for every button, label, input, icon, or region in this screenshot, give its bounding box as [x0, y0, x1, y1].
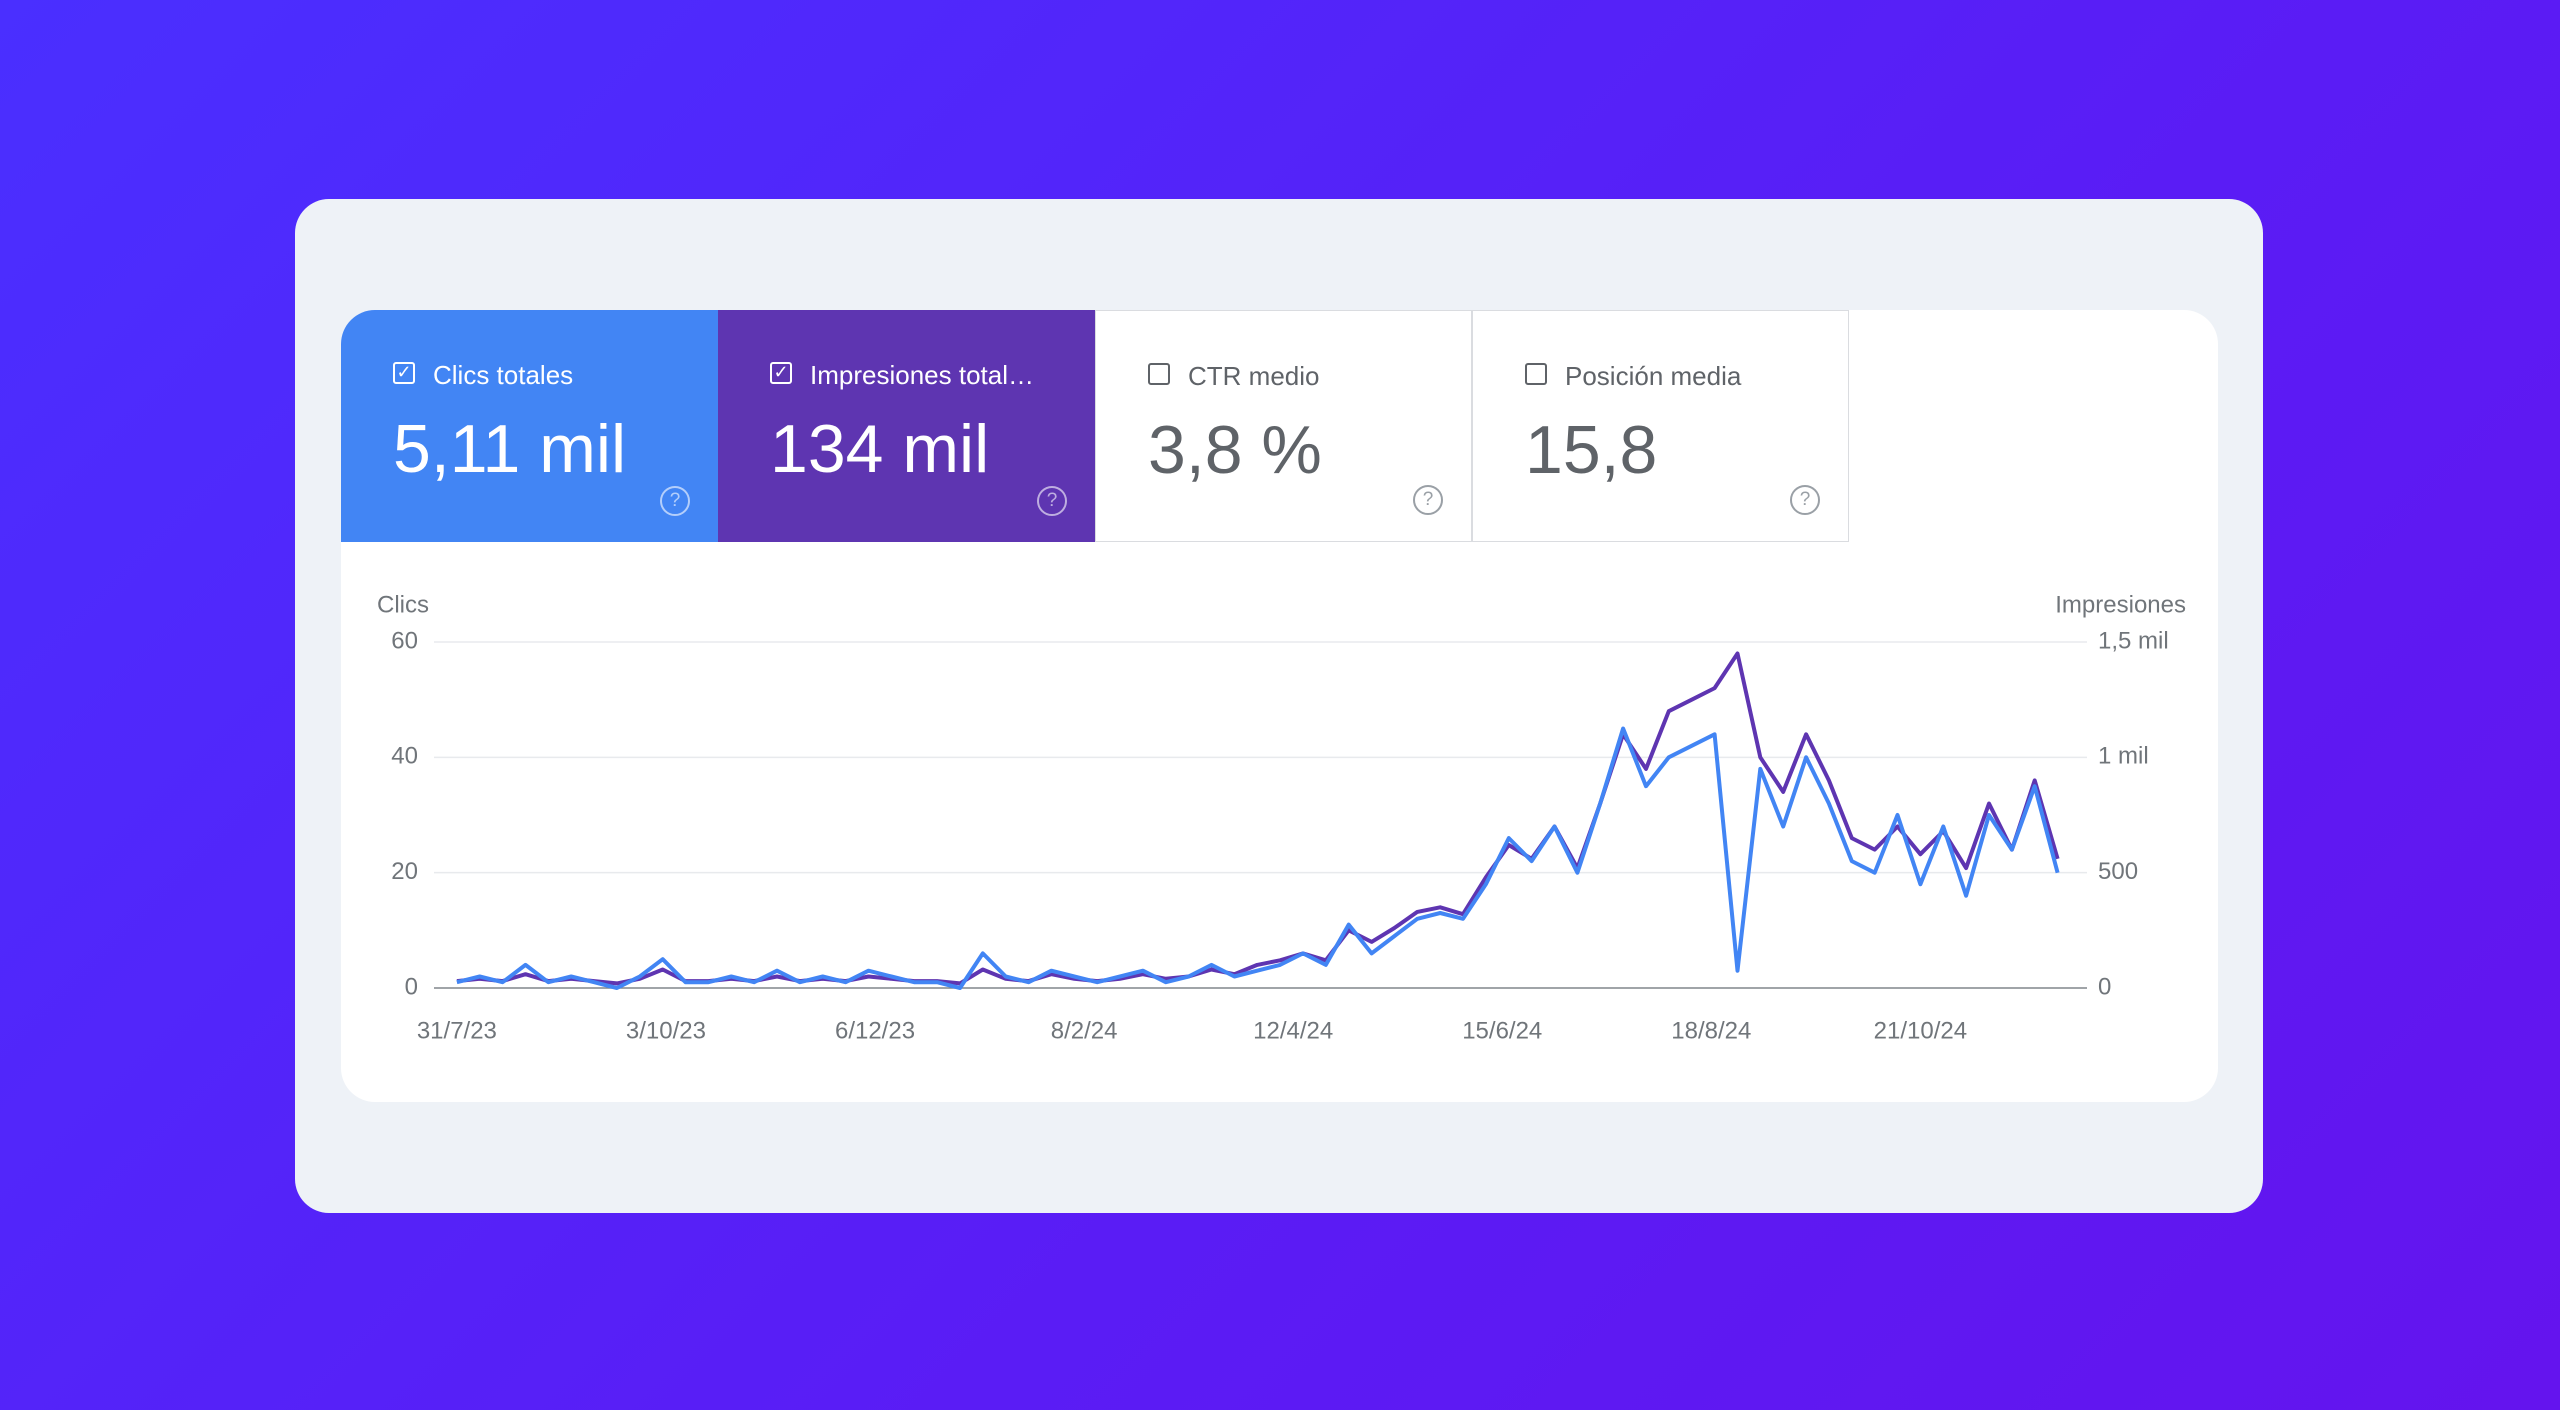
metric-value: 3,8 % — [1148, 412, 1322, 488]
y-tick-label: 60 — [391, 627, 418, 654]
metric-label: Impresiones total… — [810, 360, 1034, 390]
checkbox — [1148, 363, 1170, 385]
x-tick-label: 8/2/24 — [1051, 1017, 1118, 1044]
help-icon: ? — [660, 486, 690, 516]
series-line — [456, 726, 2060, 990]
y-tick-label: 40 — [391, 743, 418, 770]
x-tick-label: 31/7/23 — [417, 1017, 497, 1044]
metric-value: 15,8 — [1525, 412, 1658, 488]
y-tick-label: 20 — [391, 858, 418, 885]
x-tick-label: 6/12/23 — [835, 1017, 915, 1044]
panel: ✓ Clics totales 5,11 mil? ✓ Impresiones tota… — [341, 310, 2218, 1102]
metric-tile[interactable]: ✓ Impresiones total… 134 mil? — [718, 310, 1095, 542]
metric-tile[interactable]: CTR medio 3,8 %? — [1095, 310, 1472, 542]
x-tick-label: 18/8/24 — [1671, 1017, 1751, 1044]
y2-tick-label: 1,5 mil — [2098, 627, 2169, 654]
x-tick-label: 3/10/23 — [626, 1017, 706, 1044]
y2-tick-label: 0 — [2098, 973, 2111, 1000]
x-tick-label: 15/6/24 — [1462, 1017, 1542, 1044]
y-tick-label: 0 — [405, 973, 418, 1000]
y2-tick-label: 1 mil — [2098, 743, 2149, 770]
metric-label-row: Posición media — [1525, 361, 1741, 392]
metric-label-row: CTR medio — [1148, 361, 1319, 392]
help-icon: ? — [1037, 486, 1067, 516]
x-tick-label: 12/4/24 — [1253, 1017, 1333, 1044]
y-axis-title: Clics — [377, 591, 429, 618]
metric-label-row: ✓ Impresiones total… — [770, 360, 1034, 391]
checkbox: ✓ — [770, 362, 792, 384]
metric-tile[interactable]: Posición media 15,8? — [1472, 310, 1849, 542]
metric-label: CTR medio — [1188, 361, 1320, 391]
metric-label: Clics totales — [433, 360, 574, 390]
metric-label-row: ✓ Clics totales — [393, 360, 573, 391]
x-tick-label: 21/10/24 — [1874, 1017, 1967, 1044]
help-icon: ? — [1413, 485, 1443, 515]
metric-value: 5,11 mil — [393, 411, 627, 487]
checkbox: ✓ — [393, 362, 415, 384]
metric-tile[interactable]: ✓ Clics totales 5,11 mil? — [341, 310, 718, 542]
metric-label: Posición media — [1565, 361, 1742, 391]
series-line — [456, 651, 2060, 986]
checkbox — [1525, 363, 1547, 385]
help-icon: ? — [1790, 485, 1820, 515]
metric-value: 134 mil — [770, 411, 990, 487]
y2-tick-label: 500 — [2098, 858, 2138, 885]
y2-axis-title: Impresiones — [2055, 591, 2186, 618]
